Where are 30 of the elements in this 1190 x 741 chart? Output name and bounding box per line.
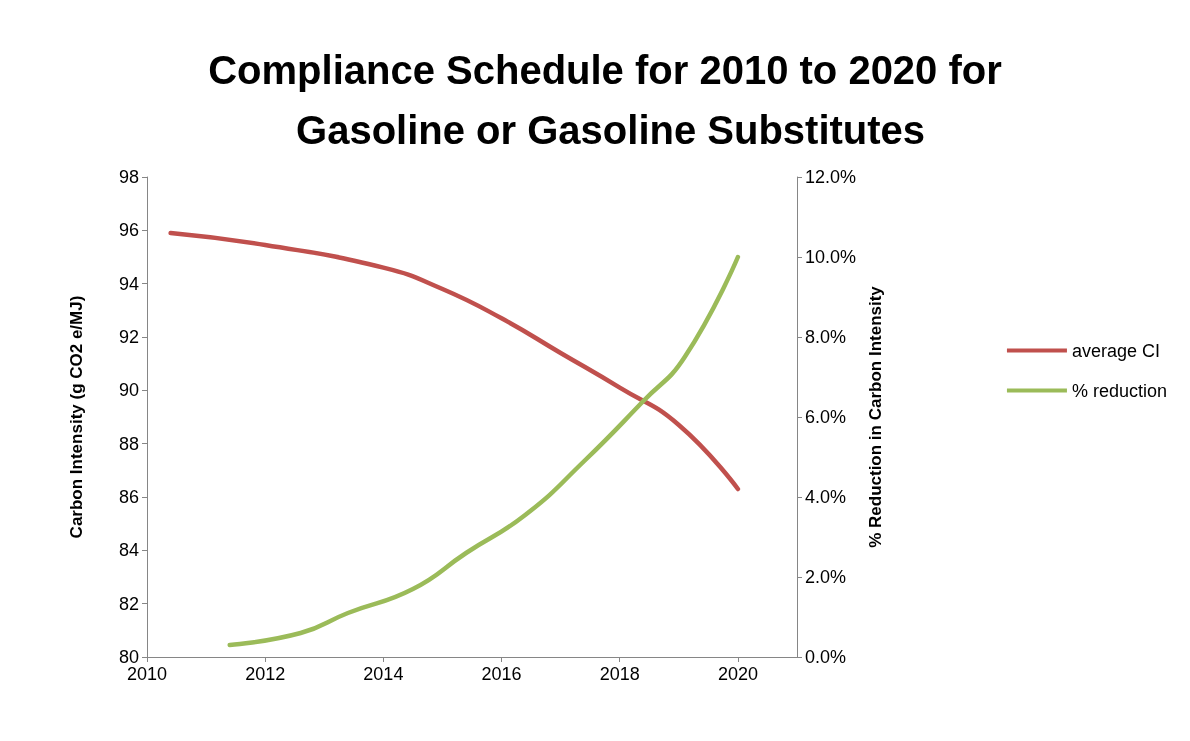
x-tick-label: 2020 bbox=[717, 664, 758, 684]
y2-axis-title: % Reduction in Carbon Intensity bbox=[865, 285, 885, 548]
legend-label: average CI bbox=[1071, 340, 1161, 361]
y-tick-label: 98 bbox=[118, 167, 139, 187]
x-tick-label: 2014 bbox=[363, 664, 404, 684]
y-tick-label: 82 bbox=[118, 593, 139, 614]
x-tick-label: 2016 bbox=[481, 664, 522, 684]
y2-tick-label: 0.0% bbox=[805, 647, 847, 667]
y-axis-title: Carbon Intensity (g CO2 e/MJ) bbox=[67, 295, 86, 539]
y2-tick-label: 12.0% bbox=[805, 167, 857, 187]
y2-tick-label: 8.0% bbox=[805, 327, 847, 347]
line-series bbox=[168, 230, 741, 492]
x-tick-label: 2018 bbox=[599, 664, 640, 684]
x-tick-label: 2012 bbox=[245, 664, 286, 684]
y-tick-label: 92 bbox=[118, 327, 139, 347]
y-tick-label: 80 bbox=[118, 647, 139, 667]
line-series bbox=[227, 254, 741, 648]
y-tick-label: 86 bbox=[118, 487, 139, 507]
y2-tick-label: 2.0% bbox=[805, 567, 847, 587]
y-tick-label: 84 bbox=[118, 540, 139, 561]
y-tick-label: 96 bbox=[118, 220, 139, 241]
x-tick-label: 2010 bbox=[126, 664, 168, 684]
y-tick-label: 90 bbox=[118, 380, 139, 401]
y-tick-label: 88 bbox=[118, 433, 139, 454]
y2-tick-label: 10.0% bbox=[805, 247, 857, 267]
y2-tick-label: 6.0% bbox=[805, 407, 847, 427]
legend-label: % reduction bbox=[1071, 380, 1168, 401]
chart-title: Compliance Schedule for 2010 to 2020 for Gasoline or Gasoline Substitutes bbox=[208, 48, 1002, 152]
y2-tick-label: 4.0% bbox=[805, 487, 847, 507]
y-tick-label: 94 bbox=[118, 273, 139, 294]
